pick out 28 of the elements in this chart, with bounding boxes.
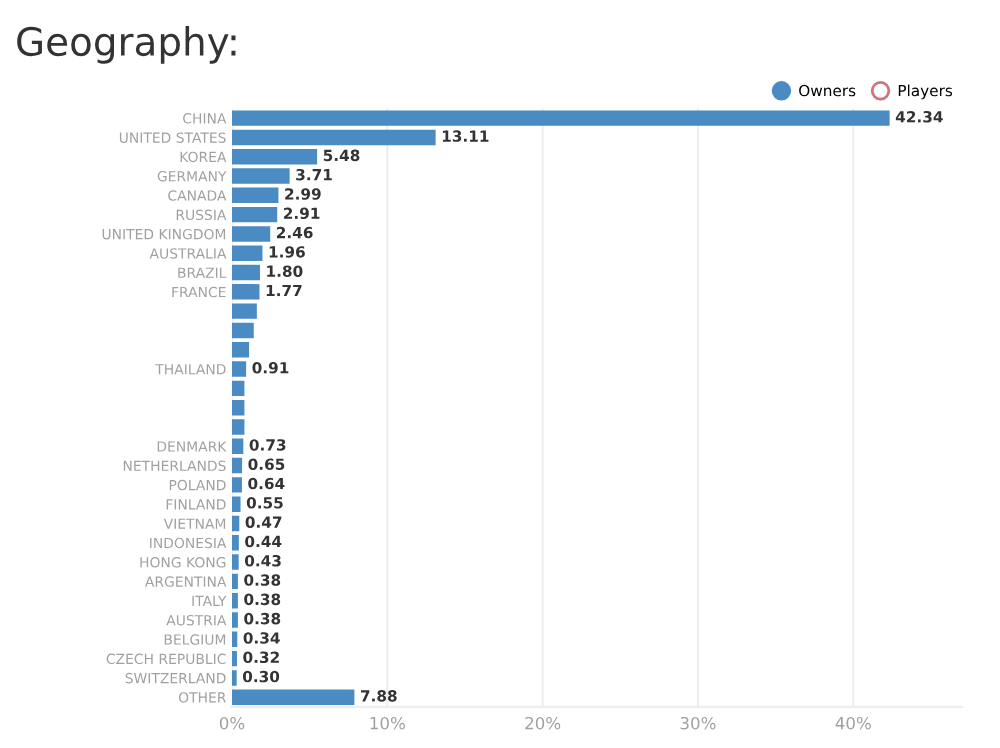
- bar: [232, 361, 247, 377]
- x-tick-label: 30%: [680, 716, 716, 730]
- bar: [232, 438, 244, 454]
- bar: [232, 342, 250, 358]
- bar: [232, 245, 263, 261]
- bar: [232, 457, 243, 474]
- bar: [232, 264, 260, 281]
- bar: [232, 573, 238, 590]
- bar: [232, 515, 240, 532]
- chart-title: Geography:: [17, 26, 236, 64]
- bar: [232, 419, 245, 435]
- bar: [232, 380, 245, 397]
- bar: [232, 631, 238, 648]
- bar: [232, 129, 436, 146]
- x-tick-label: 20%: [525, 716, 561, 730]
- x-tick-label: 40%: [835, 716, 871, 730]
- bar: [232, 149, 318, 165]
- bar: [232, 187, 279, 204]
- bar: [232, 399, 245, 416]
- bar: [232, 110, 890, 126]
- bar: [232, 592, 238, 609]
- bar: [232, 206, 278, 223]
- bar: [232, 322, 254, 339]
- x-tick-label: 0%: [219, 716, 245, 730]
- bar: [232, 168, 290, 184]
- bar: [232, 612, 238, 628]
- bar: [232, 226, 271, 242]
- x-tick-label: 10%: [370, 716, 405, 730]
